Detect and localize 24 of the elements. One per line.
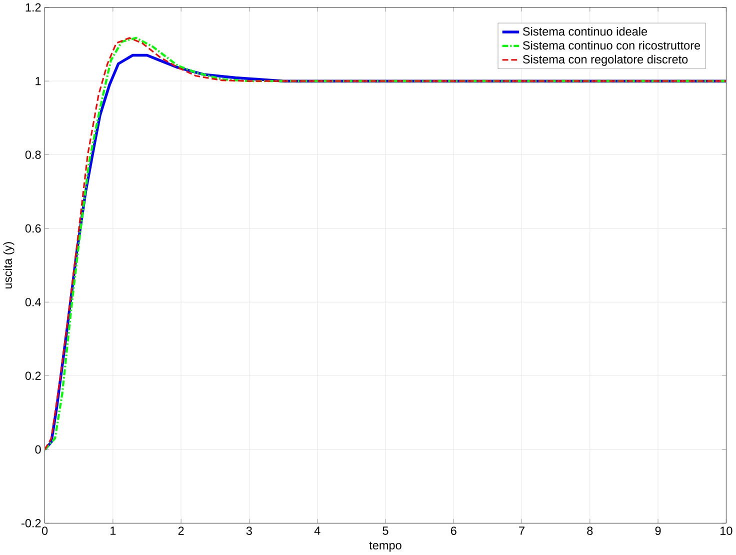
x-tick-label: 5 bbox=[382, 526, 388, 535]
x-tick-label: 8 bbox=[587, 526, 593, 535]
y-tick-label: 0.2 bbox=[25, 372, 41, 380]
y-tick-label: 1.2 bbox=[26, 3, 41, 12]
x-tick-label: 9 bbox=[655, 526, 661, 535]
y-tick-label: 0.6 bbox=[25, 224, 41, 233]
x-tick-label: 4 bbox=[314, 526, 320, 535]
legend-label: Sistema con regolatore discreto bbox=[522, 54, 688, 66]
x-tick-label: 0 bbox=[42, 526, 48, 535]
y-tick-label: 0.8 bbox=[25, 150, 41, 159]
legend-label: Sistema continuo ideale bbox=[522, 26, 648, 36]
x-axis-title: tempo bbox=[369, 542, 402, 552]
x-tick-label: 6 bbox=[450, 526, 456, 535]
y-tick-label: 0.4 bbox=[25, 298, 41, 306]
x-tick-label: 3 bbox=[246, 526, 252, 535]
x-tick-label: 1 bbox=[110, 526, 116, 535]
y-axis-title: uscita (y) bbox=[3, 242, 14, 288]
x-tick-label: 7 bbox=[519, 526, 524, 535]
y-tick-label: 0 bbox=[35, 445, 41, 454]
legend-label: Sistema continuo con ricostruttore bbox=[522, 40, 700, 50]
x-tick-label: 10 bbox=[720, 526, 732, 535]
x-tick-label: 2 bbox=[178, 526, 184, 535]
y-tick-label: 1 bbox=[36, 77, 41, 86]
y-tick-label: -0.2 bbox=[22, 518, 41, 528]
